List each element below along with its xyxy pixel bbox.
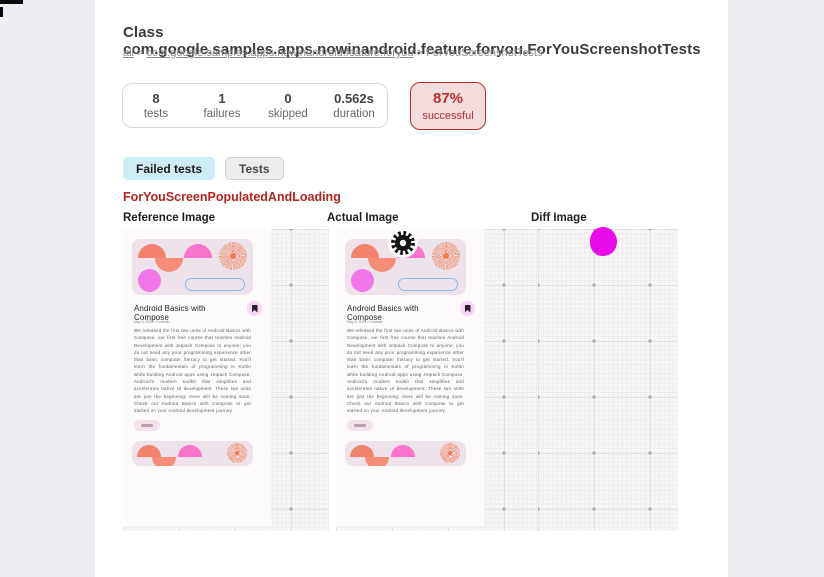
breadcrumb: all > com.google.samples.apps.nowinandroid… — [123, 47, 543, 59]
tab-tests[interactable]: Tests — [225, 157, 284, 180]
column-header-diff: Diff Image — [531, 212, 587, 224]
page-title: Class com.google.samples.apps.nowinandro… — [123, 24, 701, 58]
reference-image: Android Basics with Compose May 8, 2022 … — [123, 229, 329, 531]
wave-shape — [350, 445, 374, 457]
news-resource-hero-card — [132, 239, 253, 295]
stat-duration-value: 0.562s — [334, 91, 374, 106]
stat-failures-label: failures — [203, 108, 241, 120]
sunburst-icon — [432, 242, 460, 270]
tab-bar: Failed tests Tests — [123, 157, 284, 180]
actual-image: Android Basics with Compose May 8, 2022 … — [336, 228, 538, 531]
breadcrumb-separator: > — [137, 47, 144, 59]
wave-shape — [152, 457, 176, 466]
success-rate-label: successful — [422, 110, 474, 122]
wave-shape — [365, 457, 389, 466]
topic-chip — [134, 420, 160, 431]
stat-tests-label: tests — [143, 108, 169, 120]
loading-spinner-icon — [391, 231, 415, 255]
wave-shape — [184, 244, 212, 258]
column-header-actual: Actual Image — [327, 212, 399, 224]
wave-shape — [391, 445, 415, 457]
stat-skipped: 0 skipped — [255, 91, 321, 120]
bookmark-icon — [247, 301, 262, 316]
stat-failures-value: 1 — [218, 91, 226, 106]
report-page: Class com.google.samples.apps.nowinandro… — [95, 0, 728, 577]
stat-duration: 0.562s duration — [321, 91, 387, 120]
sunburst-icon — [219, 242, 247, 270]
stat-tests-value: 8 — [152, 91, 160, 106]
app-screenshot: Android Basics with Compose May 8, 2022 … — [123, 229, 271, 526]
failed-test-name: ForYouScreenPopulatedAndLoading — [123, 190, 341, 204]
success-rate-badge: 87% successful — [410, 82, 486, 130]
topic-chip — [347, 420, 373, 431]
wave-shape — [368, 258, 396, 272]
news-card-title: Android Basics with Compose — [134, 304, 206, 322]
outlined-pill-shape — [398, 278, 458, 291]
summary-box: 8 tests 1 failures 0 skipped 0.562s dura… — [122, 83, 388, 128]
news-card-title: Android Basics with Compose — [347, 304, 419, 322]
news-card-meta: May 8, 2022 • Codelab — [134, 320, 170, 324]
breadcrumb-link-package[interactable]: com.google.samples.apps.nowinandroid.fea… — [146, 47, 414, 59]
stat-failures: 1 failures — [189, 91, 255, 120]
news-card-description: We released the first two units of Andro… — [347, 328, 464, 414]
success-rate-percent: 87% — [432, 90, 464, 107]
bookmark-icon — [460, 301, 475, 316]
stat-tests: 8 tests — [123, 91, 189, 120]
window-edge-artifact — [0, 0, 23, 4]
news-card-meta: May 8, 2022 • Codelab — [347, 320, 383, 324]
breadcrumb-separator: > — [416, 47, 424, 59]
wave-shape — [178, 445, 202, 457]
wave-shape — [137, 445, 161, 457]
circle-shape — [138, 269, 161, 292]
circle-shape — [351, 269, 374, 292]
stat-skipped-value: 0 — [284, 91, 292, 106]
breadcrumb-link-all[interactable]: all — [123, 47, 135, 59]
stat-duration-label: duration — [333, 108, 375, 120]
column-header-reference: Reference Image — [123, 212, 216, 224]
stat-skipped-label: skipped — [268, 108, 308, 120]
sunburst-icon — [227, 443, 247, 463]
tab-failed-tests[interactable]: Failed tests — [123, 157, 216, 180]
diff-image — [538, 227, 678, 531]
wave-shape — [351, 244, 379, 258]
news-card-description: We released the first two units of Andro… — [134, 328, 251, 414]
wave-shape — [138, 244, 166, 258]
next-card-header — [132, 441, 253, 466]
next-card-header — [345, 441, 466, 466]
outlined-pill-shape — [185, 278, 245, 291]
window-edge-artifact — [0, 7, 3, 17]
app-screenshot: Android Basics with Compose May 8, 2022 … — [336, 229, 484, 526]
breadcrumb-current: ForYouScreenshotTests — [426, 47, 543, 59]
sunburst-icon — [440, 443, 460, 463]
diff-highlight-blob — [590, 227, 617, 256]
wave-shape — [155, 258, 183, 272]
